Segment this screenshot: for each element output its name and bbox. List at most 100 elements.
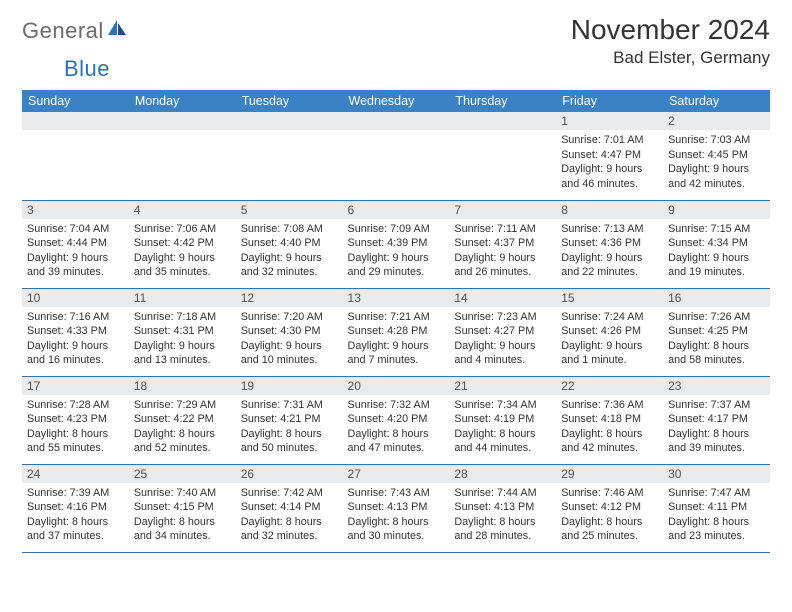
brand-word-1: General: [22, 18, 104, 44]
daylight-text-1: Daylight: 8 hours: [561, 515, 658, 530]
sunrise-text: Sunrise: 7:04 AM: [27, 222, 124, 237]
daylight-text-1: Daylight: 8 hours: [348, 427, 445, 442]
sunrise-text: Sunrise: 7:43 AM: [348, 486, 445, 501]
day-content: Sunrise: 7:32 AMSunset: 4:20 PMDaylight:…: [343, 395, 450, 461]
sunset-text: Sunset: 4:33 PM: [27, 324, 124, 339]
calendar-cell: 23Sunrise: 7:37 AMSunset: 4:17 PMDayligh…: [663, 376, 770, 464]
daylight-text-1: Daylight: 8 hours: [454, 427, 551, 442]
daylight-text-2: and 23 minutes.: [668, 529, 765, 544]
calendar-cell: 24Sunrise: 7:39 AMSunset: 4:16 PMDayligh…: [22, 464, 129, 552]
daylight-text-1: Daylight: 8 hours: [454, 515, 551, 530]
calendar-cell: 28Sunrise: 7:44 AMSunset: 4:13 PMDayligh…: [449, 464, 556, 552]
day-content: Sunrise: 7:36 AMSunset: 4:18 PMDaylight:…: [556, 395, 663, 461]
calendar-cell: [129, 112, 236, 200]
day-content: Sunrise: 7:42 AMSunset: 4:14 PMDaylight:…: [236, 483, 343, 549]
day-content: Sunrise: 7:39 AMSunset: 4:16 PMDaylight:…: [22, 483, 129, 549]
sunset-text: Sunset: 4:31 PM: [134, 324, 231, 339]
sunset-text: Sunset: 4:30 PM: [241, 324, 338, 339]
day-header: Sunday: [22, 90, 129, 112]
location-label: Bad Elster, Germany: [571, 48, 770, 68]
daylight-text-1: Daylight: 8 hours: [241, 427, 338, 442]
calendar-cell: 29Sunrise: 7:46 AMSunset: 4:12 PMDayligh…: [556, 464, 663, 552]
day-content: Sunrise: 7:37 AMSunset: 4:17 PMDaylight:…: [663, 395, 770, 461]
calendar-body: 1Sunrise: 7:01 AMSunset: 4:47 PMDaylight…: [22, 112, 770, 552]
brand-logo: General: [22, 14, 130, 44]
day-content: Sunrise: 7:06 AMSunset: 4:42 PMDaylight:…: [129, 219, 236, 285]
daylight-text-1: Daylight: 9 hours: [668, 251, 765, 266]
daylight-text-2: and 39 minutes.: [27, 265, 124, 280]
daylight-text-2: and 39 minutes.: [668, 441, 765, 456]
calendar-cell: 17Sunrise: 7:28 AMSunset: 4:23 PMDayligh…: [22, 376, 129, 464]
calendar-week-row: 17Sunrise: 7:28 AMSunset: 4:23 PMDayligh…: [22, 376, 770, 464]
day-number: 19: [236, 377, 343, 395]
day-number-empty: [236, 112, 343, 130]
sunset-text: Sunset: 4:28 PM: [348, 324, 445, 339]
sunset-text: Sunset: 4:45 PM: [668, 148, 765, 163]
daylight-text-2: and 34 minutes.: [134, 529, 231, 544]
daylight-text-1: Daylight: 8 hours: [668, 515, 765, 530]
day-header: Saturday: [663, 90, 770, 112]
day-content: Sunrise: 7:03 AMSunset: 4:45 PMDaylight:…: [663, 130, 770, 196]
day-number: 20: [343, 377, 450, 395]
calendar-cell: [22, 112, 129, 200]
sunset-text: Sunset: 4:27 PM: [454, 324, 551, 339]
daylight-text-1: Daylight: 8 hours: [348, 515, 445, 530]
daylight-text-2: and 22 minutes.: [561, 265, 658, 280]
sunrise-text: Sunrise: 7:09 AM: [348, 222, 445, 237]
sunrise-text: Sunrise: 7:23 AM: [454, 310, 551, 325]
day-number: 14: [449, 289, 556, 307]
day-number: 25: [129, 465, 236, 483]
sunset-text: Sunset: 4:17 PM: [668, 412, 765, 427]
sunrise-text: Sunrise: 7:46 AM: [561, 486, 658, 501]
daylight-text-2: and 28 minutes.: [454, 529, 551, 544]
sunset-text: Sunset: 4:23 PM: [27, 412, 124, 427]
sunrise-text: Sunrise: 7:26 AM: [668, 310, 765, 325]
day-content: Sunrise: 7:31 AMSunset: 4:21 PMDaylight:…: [236, 395, 343, 461]
sunrise-text: Sunrise: 7:18 AM: [134, 310, 231, 325]
day-number: 21: [449, 377, 556, 395]
daylight-text-2: and 13 minutes.: [134, 353, 231, 368]
daylight-text-2: and 4 minutes.: [454, 353, 551, 368]
calendar-week-row: 10Sunrise: 7:16 AMSunset: 4:33 PMDayligh…: [22, 288, 770, 376]
brand-word-2: Blue: [64, 56, 110, 82]
day-header: Wednesday: [343, 90, 450, 112]
day-number: 24: [22, 465, 129, 483]
calendar-cell: 11Sunrise: 7:18 AMSunset: 4:31 PMDayligh…: [129, 288, 236, 376]
day-content: Sunrise: 7:44 AMSunset: 4:13 PMDaylight:…: [449, 483, 556, 549]
sunrise-text: Sunrise: 7:11 AM: [454, 222, 551, 237]
daylight-text-2: and 25 minutes.: [561, 529, 658, 544]
daylight-text-2: and 42 minutes.: [561, 441, 658, 456]
daylight-text-1: Daylight: 9 hours: [348, 339, 445, 354]
daylight-text-2: and 26 minutes.: [454, 265, 551, 280]
day-number: 7: [449, 201, 556, 219]
day-number: 28: [449, 465, 556, 483]
calendar-cell: 4Sunrise: 7:06 AMSunset: 4:42 PMDaylight…: [129, 200, 236, 288]
calendar-cell: 30Sunrise: 7:47 AMSunset: 4:11 PMDayligh…: [663, 464, 770, 552]
daylight-text-1: Daylight: 9 hours: [241, 251, 338, 266]
day-number: 6: [343, 201, 450, 219]
calendar-cell: 19Sunrise: 7:31 AMSunset: 4:21 PMDayligh…: [236, 376, 343, 464]
sunset-text: Sunset: 4:19 PM: [454, 412, 551, 427]
sunrise-text: Sunrise: 7:24 AM: [561, 310, 658, 325]
calendar-cell: 15Sunrise: 7:24 AMSunset: 4:26 PMDayligh…: [556, 288, 663, 376]
calendar-cell: 12Sunrise: 7:20 AMSunset: 4:30 PMDayligh…: [236, 288, 343, 376]
sunset-text: Sunset: 4:47 PM: [561, 148, 658, 163]
day-content: Sunrise: 7:23 AMSunset: 4:27 PMDaylight:…: [449, 307, 556, 373]
sunset-text: Sunset: 4:14 PM: [241, 500, 338, 515]
sunrise-text: Sunrise: 7:36 AM: [561, 398, 658, 413]
day-number-empty: [22, 112, 129, 130]
sunrise-text: Sunrise: 7:47 AM: [668, 486, 765, 501]
sunset-text: Sunset: 4:40 PM: [241, 236, 338, 251]
daylight-text-1: Daylight: 8 hours: [134, 515, 231, 530]
daylight-text-1: Daylight: 9 hours: [454, 339, 551, 354]
day-header: Thursday: [449, 90, 556, 112]
sunrise-text: Sunrise: 7:16 AM: [27, 310, 124, 325]
day-header: Tuesday: [236, 90, 343, 112]
day-content: Sunrise: 7:47 AMSunset: 4:11 PMDaylight:…: [663, 483, 770, 549]
day-content: Sunrise: 7:34 AMSunset: 4:19 PMDaylight:…: [449, 395, 556, 461]
day-number: 5: [236, 201, 343, 219]
day-content: Sunrise: 7:04 AMSunset: 4:44 PMDaylight:…: [22, 219, 129, 285]
sunrise-text: Sunrise: 7:08 AM: [241, 222, 338, 237]
daylight-text-2: and 30 minutes.: [348, 529, 445, 544]
day-number: 22: [556, 377, 663, 395]
